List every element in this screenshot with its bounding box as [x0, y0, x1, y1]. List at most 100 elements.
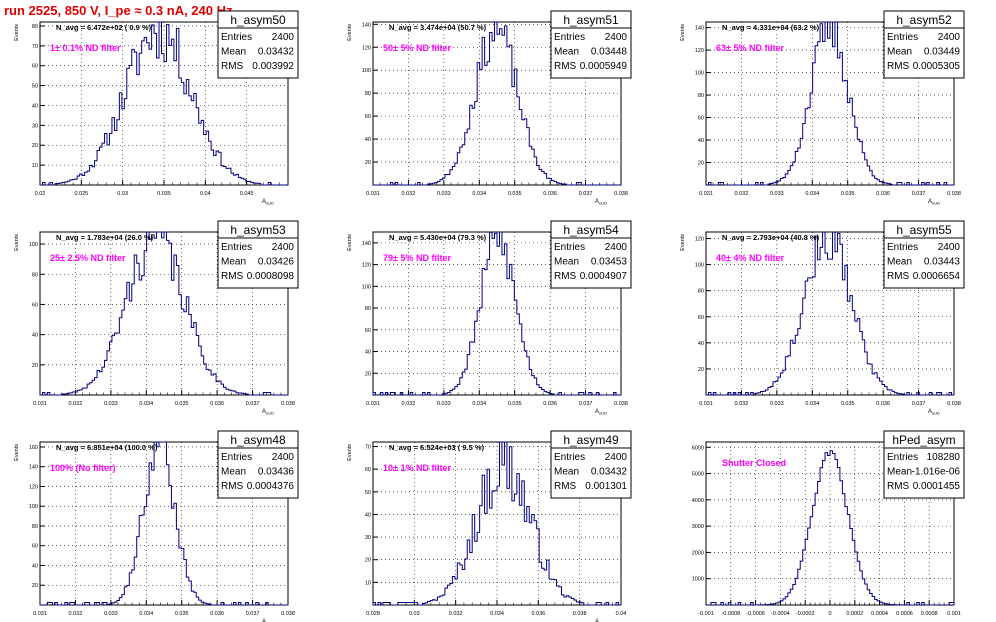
y-tick-label: 70 [365, 445, 371, 451]
y-tick-label: 60 [32, 544, 38, 550]
stats-label: Mean [221, 47, 246, 58]
stats-box [883, 430, 965, 499]
x-axis-label-subscript: uUD [266, 621, 274, 622]
x-axis-label: AuUD [262, 199, 274, 206]
y-tick-label: 20 [698, 161, 704, 167]
y-tick-label: 6000 [692, 445, 704, 451]
x-tick-label: 0.034 [139, 611, 153, 617]
x-tick-label: 0.04 [200, 191, 211, 197]
x-tick-label: 0.035 [508, 191, 522, 197]
y-tick-label: 20 [32, 143, 38, 149]
y-axis-label: Events [347, 234, 353, 251]
y-tick-label: 20 [365, 371, 371, 377]
x-axis-label: AuUD [262, 619, 274, 622]
stats-label: Entries [554, 32, 585, 43]
y-tick-label: 20 [365, 558, 371, 564]
stats-label: RMS [887, 481, 910, 492]
stats-value: 0.03432 [591, 467, 628, 478]
y-tick-label: 80 [32, 524, 38, 530]
x-tick-label: 0.02 [35, 191, 46, 197]
x-tick-label: 0.0006 [896, 611, 913, 617]
stats-box [883, 220, 965, 289]
x-tick-label: -0.0008 [721, 611, 740, 617]
x-tick-label: 0.036 [876, 401, 890, 407]
x-tick-label: 0 [828, 611, 831, 617]
stats-value: 0.03453 [591, 257, 628, 268]
histogram-panel-h_asym52: 0.031 0.032 0.033 0.034 0.035 0.036 0.037 0.038… [680, 10, 965, 206]
x-tick-label: 0.032 [735, 401, 749, 407]
y-tick-label: 100 [29, 504, 38, 510]
x-tick-label: 0.032 [402, 401, 416, 407]
y-tick-label: 3000 [692, 524, 704, 530]
x-tick-label: 0.037 [246, 611, 260, 617]
x-tick-label: 0.03 [409, 611, 420, 617]
stats-label: RMS [554, 271, 577, 282]
x-axis-label: AuUD [595, 619, 607, 622]
y-tick-label: 4000 [692, 498, 704, 504]
histogram-panel-h_asym54: 0.031 0.032 0.033 0.034 0.035 0.036 0.037 0.038… [347, 220, 632, 416]
y-tick-label: 120 [29, 484, 38, 490]
x-tick-label: 0.031 [366, 401, 380, 407]
x-tick-label: 0.035 [508, 401, 522, 407]
stats-label: Mean [887, 47, 912, 58]
histogram-panel-h_asym53: 0.031 0.032 0.033 0.034 0.035 0.036 0.037 0.038… [14, 220, 299, 416]
histogram-bars [40, 231, 288, 396]
x-tick-label: 0.031 [33, 611, 47, 617]
stats-label: Mean [554, 47, 579, 58]
x-tick-label: 0.031 [699, 401, 713, 407]
stats-box-title: h_asym55 [896, 223, 952, 237]
stats-box [217, 10, 299, 79]
y-tick-label: 140 [362, 22, 371, 28]
stats-value: -1.016e-06 [912, 467, 961, 478]
x-tick-label: 0.0004 [871, 611, 888, 617]
x-tick-label: 0.037 [912, 401, 926, 407]
y-tick-label: 40 [698, 341, 704, 347]
stats-value: 0.03436 [258, 467, 295, 478]
y-tick-label: 40 [698, 138, 704, 144]
filter-label: 79± 5% ND filter [383, 253, 451, 263]
x-tick-label: 0.038 [281, 401, 295, 407]
x-tick-label: 0.032 [735, 191, 749, 197]
x-tick-label: 0.04 [616, 611, 627, 617]
filter-label: 25± 2.5% ND filter [50, 253, 126, 263]
x-tick-label: -0.0002 [796, 611, 815, 617]
stats-label: RMS [554, 61, 577, 72]
y-tick-label: 40 [365, 350, 371, 356]
x-axis-label-subscript: uUD [932, 201, 940, 206]
x-tick-label: 0.037 [912, 191, 926, 197]
y-tick-label: 100 [29, 242, 38, 248]
stats-value: 2400 [605, 32, 628, 43]
y-tick-label: 120 [362, 45, 371, 51]
y-axis-label: Events [680, 234, 686, 251]
stats-box [217, 220, 299, 289]
stats-label: Mean [554, 257, 579, 268]
y-tick-label: 60 [365, 114, 371, 120]
filter-label: 63± 5% ND filter [716, 43, 784, 53]
x-tick-label: 0.031 [366, 191, 380, 197]
stats-value: 0.003992 [252, 61, 294, 72]
stats-box [217, 430, 299, 499]
stats-label: RMS [221, 271, 244, 282]
histogram-bars [706, 21, 954, 186]
stats-label: Entries [221, 242, 252, 253]
x-tick-label: 0.028 [366, 611, 380, 617]
stats-box-title: h_asym53 [230, 223, 286, 237]
x-tick-label: 0.033 [770, 401, 784, 407]
stats-value: 0.0005949 [580, 61, 628, 72]
x-tick-label: 0.025 [74, 191, 88, 197]
histogram-bars [706, 231, 954, 396]
stats-label: Entries [554, 242, 585, 253]
stats-box-title: h_asym54 [563, 223, 619, 237]
stats-label: Entries [554, 452, 585, 463]
filter-label: 40± 4% ND filter [716, 253, 784, 263]
x-tick-label: 0.034 [805, 401, 819, 407]
stats-box [883, 10, 965, 79]
y-tick-label: 2000 [692, 550, 704, 556]
x-tick-label: 0.036 [210, 611, 224, 617]
y-tick-label: 60 [698, 116, 704, 122]
stats-value: 2400 [272, 242, 295, 253]
y-tick-label: 20 [698, 367, 704, 373]
x-tick-label: 0.037 [579, 401, 593, 407]
y-tick-label: 140 [695, 26, 704, 32]
y-tick-label: 50 [32, 84, 38, 90]
